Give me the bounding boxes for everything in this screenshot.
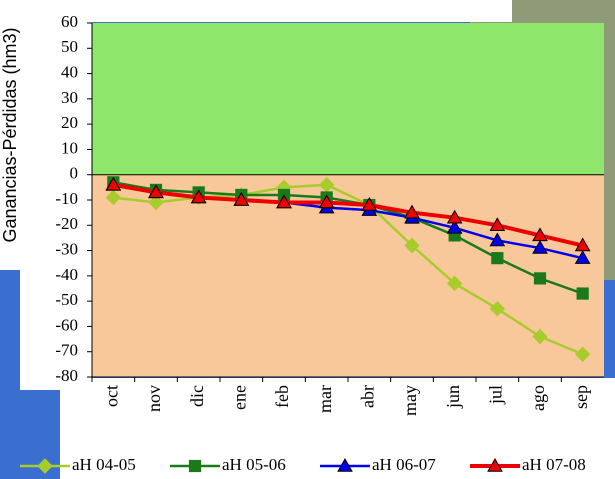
data-point	[105, 176, 122, 191]
y-tick-label: -10	[55, 189, 78, 208]
data-point	[532, 328, 548, 345]
data-point	[148, 184, 164, 199]
x-tick-label: oct	[101, 385, 121, 407]
data-point	[532, 240, 548, 254]
data-point	[404, 237, 420, 254]
positive-area	[92, 23, 604, 175]
y-tick-label: 10	[61, 138, 78, 157]
legend-label: aH 07-08	[522, 455, 586, 474]
y-tick-label: -50	[55, 290, 78, 309]
x-tick-label: feb	[272, 385, 292, 408]
data-point	[446, 275, 463, 292]
data-point	[404, 204, 420, 219]
data-point	[576, 287, 589, 300]
data-point	[532, 227, 548, 242]
legend-marker	[487, 457, 503, 472]
series-line	[112, 182, 584, 248]
legend-label: aH 04-05	[72, 455, 136, 474]
data-point	[574, 250, 591, 264]
y-tick-label: -80	[55, 366, 78, 385]
data-point	[446, 219, 463, 234]
data-point	[574, 346, 591, 362]
x-tick-label: ago	[528, 385, 548, 411]
y-axis-label: Ganancias-Pérdidas (hm3)	[0, 27, 20, 242]
data-point	[190, 189, 207, 204]
y-tick-label: 50	[61, 37, 78, 56]
data-point	[318, 194, 335, 209]
y-tick-label: 0	[70, 164, 79, 183]
legend-marker	[337, 457, 353, 472]
data-point	[233, 191, 250, 206]
y-label-box	[0, 0, 20, 270]
x-tick-label: jul	[485, 385, 505, 405]
legend-marker	[37, 458, 53, 474]
series-line	[113, 181, 584, 295]
y-tick-label: -20	[55, 214, 78, 233]
y-tick-label: -60	[55, 315, 78, 334]
y-tick-label: -40	[55, 265, 78, 284]
data-point	[148, 194, 164, 211]
legend-marker	[188, 459, 202, 473]
data-point	[276, 194, 292, 209]
x-tick-label: abr	[357, 385, 377, 408]
y-tick-label: 30	[61, 88, 78, 107]
data-point	[446, 209, 463, 224]
x-tick-label: dic	[187, 385, 207, 407]
legend-label: aH 05-06	[222, 455, 286, 474]
x-tick-label: mar	[315, 385, 335, 413]
y-tick-label: 40	[61, 62, 78, 81]
axis-area	[60, 378, 615, 479]
y-tick-area	[20, 0, 92, 390]
x-tick-label: may	[400, 385, 420, 416]
y-tick-label: -30	[55, 239, 78, 258]
data-point	[361, 197, 378, 211]
data-point	[489, 217, 506, 232]
data-point	[489, 232, 506, 247]
data-point	[574, 237, 591, 252]
x-tick-label: sep	[571, 385, 591, 409]
y-tick-label: 60	[61, 12, 78, 31]
data-point	[491, 252, 504, 265]
legend-label: aH 06-07	[372, 455, 436, 474]
y-tick-label: 20	[61, 113, 78, 132]
data-point	[533, 272, 547, 285]
y-tick-label: -70	[55, 341, 78, 360]
x-tick-label: ene	[229, 385, 249, 410]
data-point	[489, 301, 506, 317]
x-tick-label: jun	[443, 385, 463, 409]
title-area	[92, 0, 512, 22]
data-point	[105, 189, 122, 206]
x-tick-label: nov	[144, 385, 164, 412]
